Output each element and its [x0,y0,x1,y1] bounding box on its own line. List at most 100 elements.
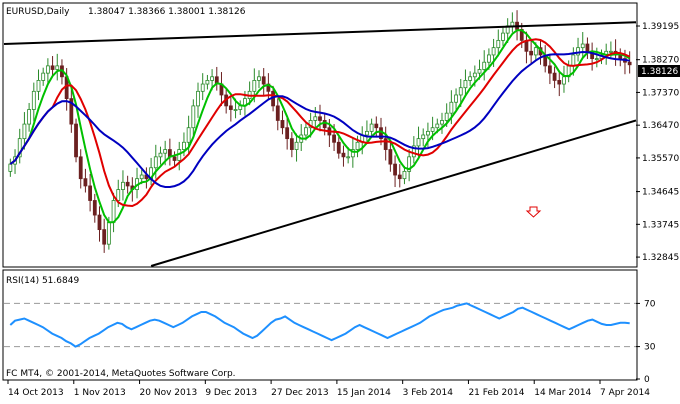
candle-body [275,105,280,121]
candle-body [482,61,487,70]
candle-body [27,109,32,125]
rsi-plot [4,302,636,348]
candle-body [111,200,116,223]
candle-body [238,105,243,110]
candle-body [426,130,430,136]
time-tick-label: 21 Feb 2014 [468,388,524,398]
candle-body [74,123,78,158]
rsi-line [9,302,630,348]
candle-body [383,138,388,150]
candle-body [350,149,355,158]
candle-body [153,156,158,169]
candle-body [336,141,341,154]
candle-body [510,21,515,27]
candle-body [83,178,88,187]
lower-trendline [150,119,637,267]
price-axis: 1.39195 1.38270 1.37370 1.36470 1.35570 1.346… [636,22,679,263]
candle-body [31,90,36,110]
candle-body [491,47,496,56]
candle-body [594,58,599,60]
candle-body [158,152,163,158]
candle-body [365,130,369,136]
candle-body [50,65,55,70]
candle-body [374,123,379,129]
copyright-text: FC MT4, © 2001-2014, MetaQuotes Software… [6,369,236,379]
price-tick-label: 1.35570 [642,154,679,164]
candle-body [116,189,121,201]
candle-body [191,105,196,129]
candle-body [444,112,449,121]
candle-body [393,163,397,176]
candle-body [163,149,168,154]
candle-body [468,76,473,81]
candle-body [487,54,491,63]
candle-body [608,50,613,53]
time-axis: 14 Oct 2013 1 Nov 2013 20 Nov 2013 9 Dec 20… [7,380,650,398]
time-tick-label: 3 Feb 2014 [403,388,454,398]
ma-slow-line [9,50,630,188]
candle-body [501,32,505,41]
candle-body [388,149,393,165]
current-price-tag: 1.38126 [638,65,680,77]
time-tick-label: 9 Dec 2013 [205,388,257,398]
price-tick-label: 1.33745 [642,220,679,230]
candle-body [102,229,107,245]
candle-body [440,120,444,125]
time-tick-label: 27 Dec 2013 [271,388,329,398]
candle-body [304,127,308,136]
rsi-label: RSI(14) 51.6849 [6,276,79,286]
candle-body [69,98,74,125]
candle-body [547,65,552,74]
candle-body [8,163,13,172]
candle-body [228,105,233,110]
candle-body [106,221,111,245]
candle-body [261,76,266,85]
time-tick-label: 14 Oct 2013 [8,388,64,398]
candle-body [88,185,93,201]
candle-body [22,123,27,140]
candle-body [557,80,562,85]
time-tick-label: 14 Mar 2014 [534,388,591,398]
candle-body [435,123,440,129]
price-tick-label: 1.36470 [642,121,679,131]
candle-body [463,80,468,89]
candle-body [472,72,477,78]
candle-body [233,109,238,111]
candle-body [458,87,463,96]
rsi-tick-label: 70 [644,299,656,309]
candle-body [97,214,102,231]
candle-body [341,152,346,158]
time-tick-label: 1 Nov 2013 [74,388,126,398]
candle-body [402,170,407,180]
candle-body [533,47,538,56]
candle-body [369,123,374,132]
candle-body [92,200,97,216]
candle-body [332,134,336,143]
down-arrow-icon [525,206,542,218]
price-tick-label: 1.37370 [642,88,679,98]
candle-body [172,156,177,161]
candle-body [397,174,402,180]
candle-body [41,72,46,81]
price-tick-label: 1.38270 [642,56,679,66]
candle-body [17,138,22,158]
price-tick-label: 1.39195 [642,22,679,32]
candle-body [562,76,566,85]
rsi-pane [2,269,638,381]
time-tick-label: 7 Apr 2014 [600,388,650,398]
candle-body [322,120,327,129]
candle-body [430,127,435,132]
candle-body [416,138,421,147]
price-tick-label: 1.34645 [642,188,679,198]
ma-fast-line [9,29,631,224]
candle-body [346,156,351,159]
candle-body [496,39,501,49]
symbol-timeframe: EURUSD,Daily [6,7,70,17]
candle-body [580,43,585,49]
candle-body [196,90,200,107]
candle-body [205,80,210,85]
candle-body [571,54,576,67]
candle-body [210,76,214,81]
